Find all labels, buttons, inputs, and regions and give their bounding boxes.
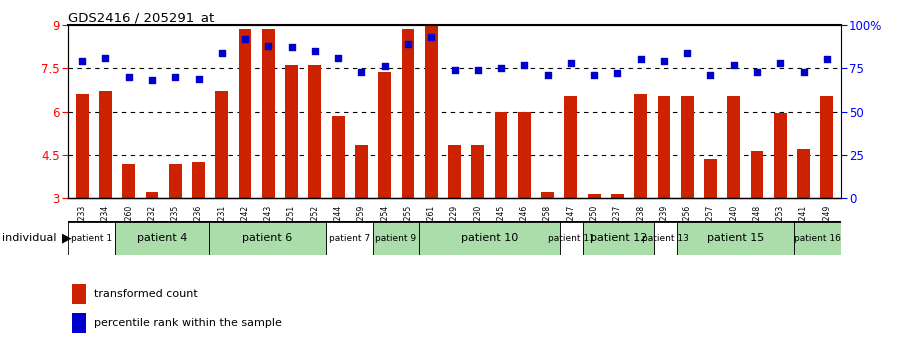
Point bbox=[401, 41, 415, 47]
Text: individual: individual bbox=[2, 233, 56, 243]
Bar bbox=[123, 164, 135, 198]
Point bbox=[307, 48, 322, 53]
Text: patient 16: patient 16 bbox=[794, 234, 841, 242]
Point bbox=[726, 62, 741, 68]
Bar bbox=[494, 112, 507, 198]
Bar bbox=[541, 193, 554, 198]
Point bbox=[820, 57, 834, 62]
Bar bbox=[704, 159, 717, 198]
Bar bbox=[99, 91, 112, 198]
Bar bbox=[215, 91, 228, 198]
Bar bbox=[72, 284, 86, 304]
Text: patient 4: patient 4 bbox=[136, 233, 187, 243]
Bar bbox=[145, 193, 158, 198]
Point bbox=[704, 72, 718, 78]
Point bbox=[355, 69, 369, 74]
Bar bbox=[68, 221, 115, 255]
Bar bbox=[560, 221, 584, 255]
Point bbox=[587, 72, 602, 78]
Text: patient 13: patient 13 bbox=[642, 234, 689, 242]
Point bbox=[98, 55, 113, 61]
Point bbox=[377, 64, 392, 69]
Bar bbox=[472, 145, 484, 198]
Bar bbox=[794, 221, 841, 255]
Bar bbox=[588, 194, 601, 198]
Bar bbox=[677, 221, 794, 255]
Bar bbox=[681, 96, 694, 198]
Point bbox=[424, 34, 438, 40]
Text: patient 9: patient 9 bbox=[375, 234, 416, 242]
Bar bbox=[751, 150, 764, 198]
Point bbox=[285, 45, 299, 50]
Point bbox=[168, 74, 183, 80]
Bar bbox=[518, 112, 531, 198]
Point bbox=[494, 65, 508, 71]
Point bbox=[145, 78, 159, 83]
Text: GDS2416 / 205291_at: GDS2416 / 205291_at bbox=[68, 11, 215, 24]
Bar bbox=[727, 96, 740, 198]
Point bbox=[634, 57, 648, 62]
Point bbox=[75, 58, 89, 64]
Point bbox=[680, 50, 694, 55]
Bar bbox=[325, 221, 373, 255]
Point bbox=[773, 60, 787, 66]
Bar bbox=[564, 96, 577, 198]
Text: percentile rank within the sample: percentile rank within the sample bbox=[94, 318, 282, 328]
Point bbox=[215, 50, 229, 55]
Bar bbox=[262, 29, 275, 198]
Bar bbox=[448, 145, 461, 198]
Point bbox=[471, 67, 485, 73]
Bar bbox=[75, 94, 88, 198]
Point bbox=[610, 70, 624, 76]
Point bbox=[656, 58, 671, 64]
Bar bbox=[797, 149, 810, 198]
Point bbox=[238, 36, 253, 41]
Bar bbox=[402, 29, 415, 198]
Bar bbox=[209, 221, 325, 255]
Point bbox=[122, 74, 136, 80]
Bar bbox=[169, 164, 182, 198]
Bar bbox=[239, 29, 252, 198]
Point bbox=[750, 69, 764, 74]
Point bbox=[796, 69, 811, 74]
Text: patient 12: patient 12 bbox=[590, 233, 647, 243]
Bar bbox=[192, 162, 205, 198]
Point bbox=[447, 67, 462, 73]
Point bbox=[517, 62, 532, 68]
Text: patient 11: patient 11 bbox=[548, 234, 595, 242]
Text: patient 1: patient 1 bbox=[71, 234, 112, 242]
Bar bbox=[332, 116, 345, 198]
Point bbox=[331, 55, 345, 61]
Point bbox=[564, 60, 578, 66]
Bar bbox=[115, 221, 209, 255]
Text: ▶: ▶ bbox=[62, 232, 72, 245]
Bar bbox=[308, 65, 321, 198]
Bar bbox=[584, 221, 654, 255]
Bar bbox=[611, 194, 624, 198]
Bar bbox=[373, 221, 419, 255]
Bar bbox=[657, 96, 670, 198]
Point bbox=[191, 76, 205, 81]
Text: transformed count: transformed count bbox=[94, 289, 197, 299]
Text: patient 6: patient 6 bbox=[242, 233, 293, 243]
Point bbox=[540, 72, 554, 78]
Bar bbox=[355, 145, 368, 198]
Bar bbox=[285, 65, 298, 198]
Bar bbox=[419, 221, 560, 255]
Bar bbox=[821, 96, 834, 198]
Text: patient 10: patient 10 bbox=[461, 233, 518, 243]
Text: patient 15: patient 15 bbox=[707, 233, 764, 243]
Text: patient 7: patient 7 bbox=[328, 234, 370, 242]
Bar bbox=[774, 113, 786, 198]
Bar bbox=[425, 26, 437, 198]
Point bbox=[261, 43, 275, 48]
Bar bbox=[378, 73, 391, 198]
Bar bbox=[654, 221, 677, 255]
Bar bbox=[634, 94, 647, 198]
Bar bbox=[72, 313, 86, 333]
